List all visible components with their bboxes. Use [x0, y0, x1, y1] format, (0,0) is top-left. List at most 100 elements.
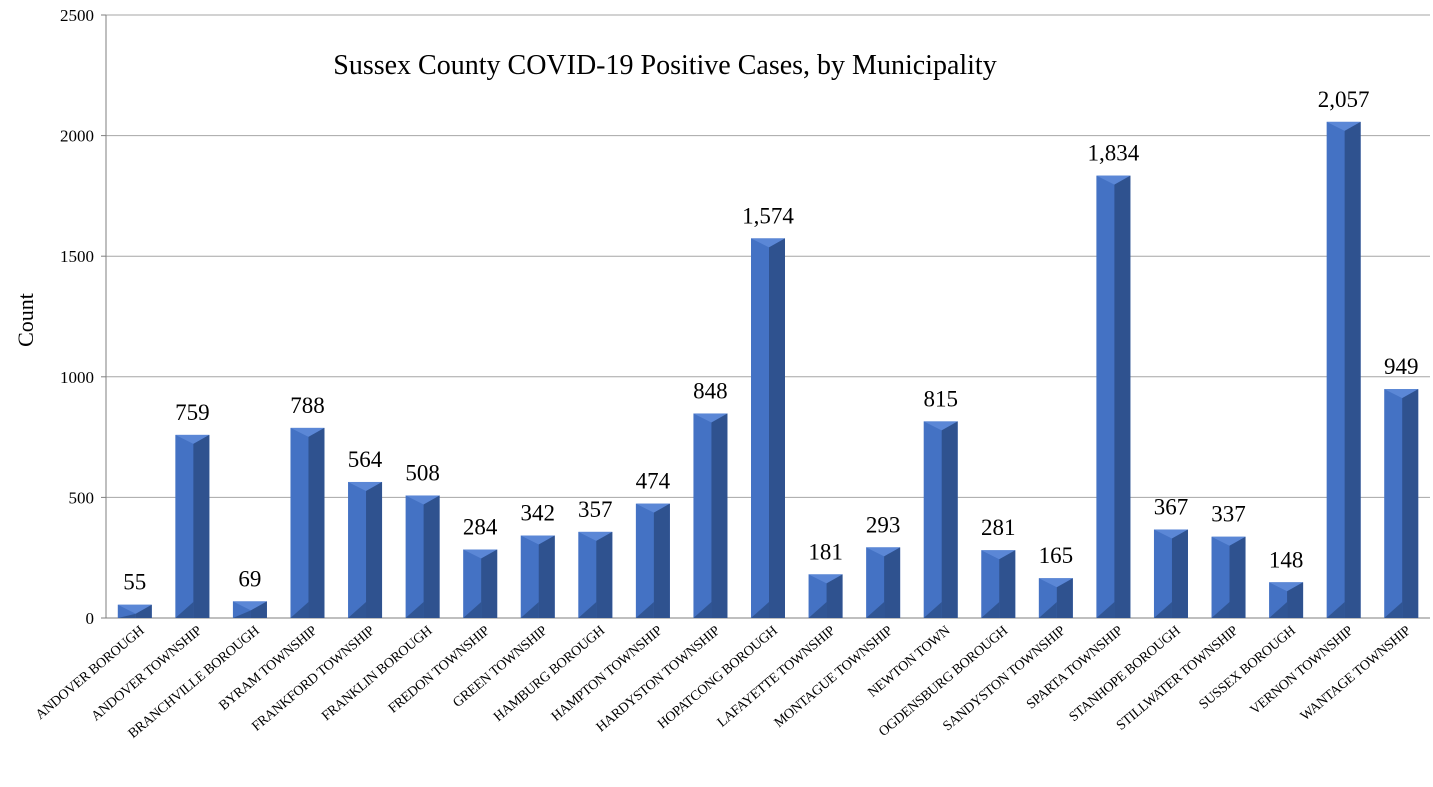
data-labels: 55 759 69 788 564 508 284 342 357 474 848 1,574 181 2… [123, 87, 1418, 595]
bar-side-facet [250, 601, 267, 618]
bar-side-facet [308, 427, 325, 618]
x-tick-label: FREDON TOWNSHIP [386, 623, 493, 716]
bar-base-facet [866, 602, 885, 618]
bar [808, 574, 843, 618]
bar [1326, 121, 1361, 619]
x-tick-label: ANDOVER TOWNSHIP [89, 623, 205, 724]
bar-top-facet [578, 531, 613, 541]
bar-side-facet [1287, 582, 1304, 618]
y-tick-label: 1000 [60, 368, 94, 387]
bar [751, 238, 785, 618]
bar [463, 549, 498, 618]
bar-top-facet [348, 481, 383, 491]
x-tick-label: VERNON TOWNSHIP [1248, 623, 1357, 718]
bar-top-facet [635, 503, 670, 513]
x-tick-label: BYRAM TOWNSHIP [217, 623, 321, 714]
data-label: 55 [123, 570, 146, 595]
bar-base-facet [290, 602, 309, 618]
bar-top-facet [866, 547, 901, 557]
y-tick-label: 1500 [60, 247, 94, 266]
bar-top-facet [1269, 582, 1304, 592]
x-tick-label: STANHOPE BOROUGH [1067, 623, 1184, 725]
bar-side-facet [596, 531, 613, 618]
data-label: 1,834 [1088, 141, 1140, 166]
y-tick-label: 500 [69, 488, 95, 507]
bar-base-facet [405, 602, 424, 618]
y-tick-label: 2000 [60, 127, 94, 146]
x-tick-label: MONTAGUE TOWNSHIP [772, 623, 896, 731]
bar-side-facet [1402, 389, 1419, 618]
bar-side-facet [999, 550, 1016, 618]
x-tick-label: HAMPTON TOWNSHIP [549, 623, 666, 724]
bar-base-facet [808, 602, 827, 618]
data-label: 848 [693, 378, 728, 403]
y-tick-label: 2500 [60, 6, 94, 25]
bar [1269, 582, 1304, 618]
bar-top-facet [520, 535, 555, 545]
bar-side-facet [1171, 529, 1188, 618]
bar-side-facet [1344, 121, 1361, 619]
bar-top-facet [463, 549, 498, 559]
bar-base-facet [1153, 602, 1172, 618]
bar-top-facet [1326, 121, 1361, 131]
bar [232, 601, 267, 618]
bar-base-facet [578, 602, 597, 618]
bar-top-facet [751, 238, 785, 248]
bar [693, 413, 728, 618]
data-label: 148 [1269, 547, 1304, 572]
bar-side-facet [711, 413, 728, 618]
x-tick-label: WANTAGE TOWNSHIP [1298, 623, 1414, 724]
bar [1038, 578, 1073, 618]
x-tick-label: FRANKLIN BOROUGH [319, 623, 435, 724]
bar-side-facet [826, 574, 843, 618]
data-label: 357 [578, 497, 613, 522]
bar-side-facet [653, 503, 670, 618]
bar-base-facet [981, 602, 1000, 618]
bar-top-facet [232, 601, 267, 611]
bar-base-facet [1211, 602, 1230, 618]
bar [290, 427, 325, 618]
bar-base-facet [175, 602, 194, 618]
bar [1153, 529, 1188, 618]
bar [1211, 536, 1246, 618]
data-label: 759 [175, 400, 210, 425]
x-tick-label: GREEN TOWNSHIP [450, 623, 550, 711]
bar-top-facet [290, 427, 325, 437]
bar [578, 531, 613, 618]
bar-side-facet [769, 238, 785, 618]
data-label: 949 [1384, 354, 1419, 379]
data-label: 342 [520, 501, 555, 526]
bar-base-facet [751, 602, 769, 618]
y-tick-label: 0 [86, 609, 95, 628]
bar [175, 434, 210, 618]
data-label: 181 [808, 539, 843, 564]
x-tick-label: ANDOVER BOROUGH [33, 623, 147, 722]
bar [1096, 175, 1131, 618]
bar-base-facet [693, 602, 712, 618]
data-label: 293 [866, 512, 901, 537]
bar-base-facet [1096, 602, 1115, 618]
bar-side-facet [135, 604, 152, 618]
data-label: 788 [290, 393, 325, 418]
bar-top-facet [693, 413, 728, 423]
bar-base-facet [1038, 602, 1057, 618]
bar-side-facet [1114, 175, 1131, 618]
x-tick-label: SPARTA TOWNSHIP [1024, 623, 1126, 712]
bar-top-facet [1096, 175, 1131, 185]
data-label: 474 [636, 469, 671, 494]
bar-side-facet [1229, 536, 1246, 618]
x-tick-label: HAMBURG BOROUGH [491, 623, 608, 724]
bar-base-facet [232, 610, 251, 618]
bar-side-facet [538, 535, 555, 618]
bar-base-facet [520, 602, 539, 618]
data-label: 69 [238, 566, 261, 591]
bar-side-facet [366, 481, 383, 618]
bar [866, 547, 901, 618]
bar-top-facet [405, 495, 440, 505]
bar-side-facet [481, 549, 498, 618]
bar-base-facet [923, 602, 942, 618]
chart-title: Sussex County COVID-19 Positive Cases, b… [333, 50, 996, 81]
bar-top-facet [923, 421, 958, 431]
bar-top-facet [1153, 529, 1188, 539]
bar-top-facet [1211, 536, 1246, 546]
